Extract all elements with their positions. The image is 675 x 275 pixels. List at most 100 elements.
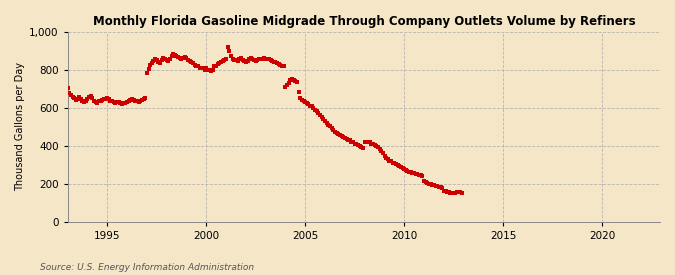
Point [169,53,180,57]
Point [265,58,276,63]
Point [110,100,121,105]
Point [441,190,452,194]
Point [379,153,390,158]
Point [371,144,381,148]
Point [317,115,327,120]
Point [432,184,443,188]
Point [88,98,99,103]
Point [296,98,307,102]
Point [118,101,129,105]
Point [199,67,210,72]
Point [414,172,425,177]
Point [422,181,433,186]
Point [225,54,236,58]
Point [165,57,176,61]
Point [288,78,299,82]
Point [159,57,170,61]
Point [107,99,117,103]
Point [366,141,377,146]
Point [74,95,84,99]
Point [323,122,333,127]
Point [377,151,388,156]
Point [230,58,241,63]
Point [407,170,418,175]
Point [447,191,458,196]
Point [196,65,207,70]
Point [161,58,172,62]
Point [191,64,202,68]
Point [250,59,261,63]
Point [313,111,324,116]
Point [369,143,380,148]
Point [259,56,269,60]
Point [188,60,198,65]
Point [206,69,217,74]
Point [201,66,212,71]
Point [204,68,215,73]
Point [144,63,155,67]
Point [257,56,268,61]
Point [94,98,105,103]
Point [374,147,385,152]
Point [95,99,106,103]
Point [448,191,459,196]
Point [382,157,393,161]
Point [387,160,398,165]
Point [348,140,358,145]
Point [341,136,352,141]
Point [344,138,355,143]
Point [352,143,363,148]
Point [148,59,159,63]
Point [404,170,414,174]
Point [308,106,319,111]
Point [423,182,434,186]
Point [136,98,147,102]
Point [72,97,83,101]
Point [184,59,195,63]
Point [263,57,274,62]
Y-axis label: Thousand Gallons per Day: Thousand Gallons per Day [15,62,25,191]
Point [132,99,142,103]
Point [76,97,86,101]
Point [68,95,78,99]
Point [186,60,196,64]
Point [351,142,362,147]
Point [138,97,149,101]
Point [399,167,410,171]
Point [130,98,140,103]
Point [181,56,192,60]
Point [329,130,340,134]
Point [120,100,131,105]
Point [122,100,132,104]
Point [445,191,456,195]
Point [247,56,258,61]
Point [270,60,281,65]
Point [192,64,203,69]
Point [376,149,387,153]
Point [155,60,165,65]
Point [64,90,75,95]
Point [240,60,251,64]
Point [163,59,173,63]
Point [242,59,253,63]
Point [254,57,265,62]
Point [281,82,292,87]
Point [90,100,101,104]
Point [338,134,348,139]
Point [70,98,81,102]
Point [394,164,405,169]
Point [100,97,111,101]
Point [396,165,406,169]
Point [234,57,244,61]
Point [343,138,354,142]
Point [321,120,332,125]
Point [452,190,462,195]
Point [128,98,139,102]
Point [127,97,138,101]
Point [430,183,441,188]
Point [99,97,109,101]
Point [443,190,454,195]
Point [328,128,339,133]
Point [150,57,161,61]
Point [207,67,218,72]
